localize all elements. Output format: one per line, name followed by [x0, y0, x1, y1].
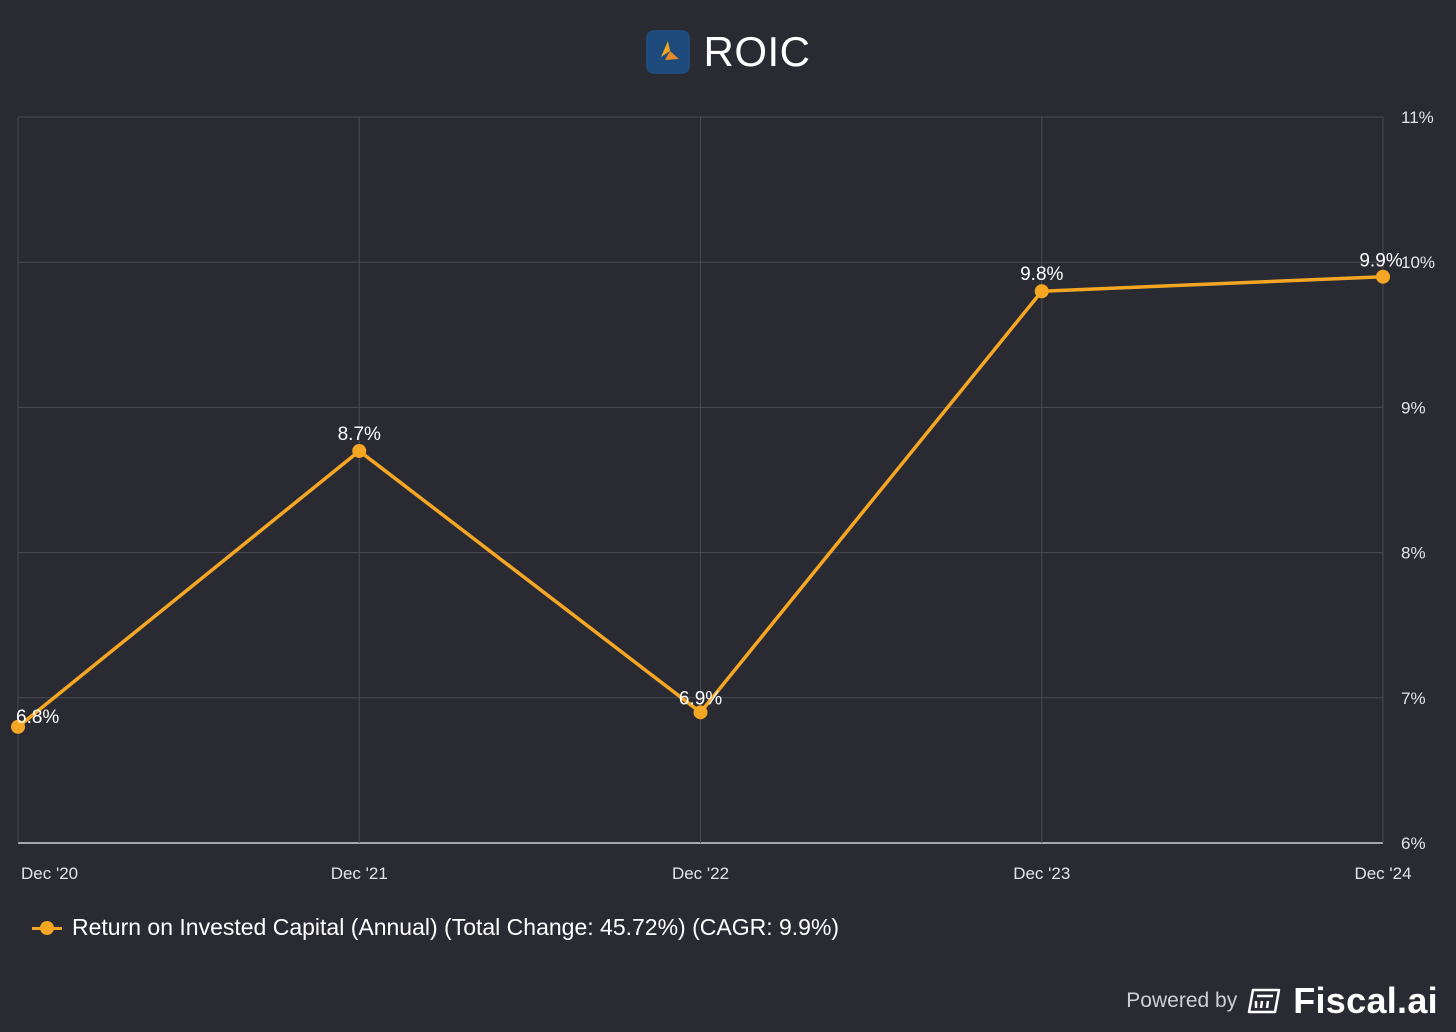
data-point	[1034, 284, 1049, 299]
data-point	[693, 705, 708, 720]
x-tick-label: Dec '22	[672, 864, 729, 883]
fiscal-brand: Fiscal.ai	[1293, 980, 1438, 1021]
legend-label: Return on Invested Capital (Annual) (Tot…	[72, 914, 840, 940]
y-tick-label: 9%	[1401, 398, 1426, 417]
axis-layer: 6% 7% 8% 9% 10% 11% Dec '20 Dec '21 Dec '22 Dec '…	[21, 108, 1435, 883]
grid-layer	[17, 116, 1384, 844]
y-tick-label: 8%	[1401, 544, 1426, 563]
chart-header: ROIC	[0, 28, 1456, 76]
logo-mark-icon	[660, 41, 679, 60]
legend[interactable]: Return on Invested Capital (Annual) (Tot…	[32, 914, 839, 941]
data-label: 6.9%	[679, 688, 722, 709]
y-tick-label: 11%	[1401, 108, 1434, 127]
data-label: 9.8%	[1020, 264, 1063, 285]
powered-by-label: Powered by	[1126, 989, 1238, 1012]
fiscal-calculator-icon	[1247, 988, 1281, 1014]
data-label: 9.9%	[1359, 251, 1402, 272]
company-logo	[645, 30, 690, 74]
x-tick-label: Dec '24	[1354, 864, 1411, 883]
legend-swatch-icon	[32, 918, 62, 938]
y-tick-label: 10%	[1401, 253, 1435, 272]
chart-title: ROIC	[703, 28, 811, 75]
data-label: 8.7%	[338, 424, 381, 445]
data-point	[11, 719, 25, 734]
y-tick-label: 6%	[1401, 834, 1426, 853]
x-tick-label: Dec '20	[21, 864, 78, 883]
powered-by[interactable]: Powered by Fiscal.ai	[1126, 980, 1438, 1022]
series-layer: 6.8% 8.7% 6.9% 9.8% 9.9%	[11, 251, 1403, 734]
x-tick-label: Dec '21	[331, 864, 388, 883]
data-label: 6.8%	[16, 707, 59, 728]
y-tick-label: 7%	[1401, 689, 1426, 708]
chart-svg: 6% 7% 8% 9% 10% 11% Dec '20 Dec '21 Dec '22 Dec '…	[11, 108, 1435, 883]
data-point	[352, 443, 367, 458]
x-tick-label: Dec '23	[1013, 864, 1070, 883]
data-point	[1376, 269, 1390, 284]
